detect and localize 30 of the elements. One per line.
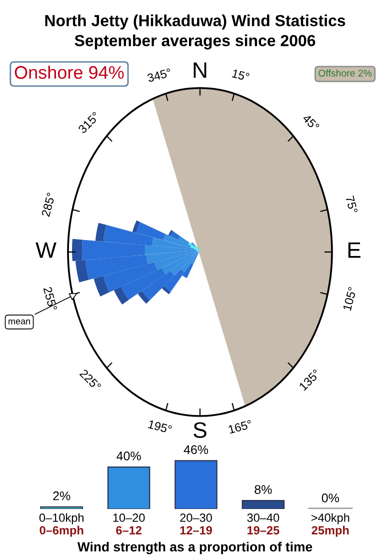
x-tick-label: 20–30 12–19 bbox=[180, 514, 212, 534]
x-tick-label: 0–10kph 0–6mph bbox=[39, 513, 84, 537]
x-tick-label: >40kph 25mph bbox=[311, 513, 350, 537]
x-tick-label: 30–40 19–25 bbox=[247, 514, 280, 534]
data-label: 46% bbox=[184, 445, 208, 454]
data-label: 0% bbox=[322, 494, 339, 502]
text: 195° bbox=[148, 420, 172, 434]
x-tick-label: 10–20 6–12 bbox=[113, 514, 145, 534]
text: 345° bbox=[146, 68, 172, 82]
text: 225° bbox=[79, 368, 102, 392]
text: 45° bbox=[302, 114, 320, 132]
text: Onshore 94% bbox=[14, 66, 124, 79]
text: N bbox=[194, 62, 206, 78]
data-label: 2% bbox=[53, 491, 70, 500]
text: 255° bbox=[43, 286, 58, 312]
text: E bbox=[348, 242, 360, 258]
text: Offshore 2% bbox=[318, 69, 372, 77]
text: 75° bbox=[345, 196, 358, 214]
x-axis-title: Wind strength as a proportion of time bbox=[77, 542, 312, 554]
text: September averages since 2006 bbox=[74, 34, 316, 50]
text: 15° bbox=[232, 69, 250, 82]
data-label: 8% bbox=[254, 485, 272, 494]
data-label: 40% bbox=[116, 452, 141, 460]
text: mean bbox=[8, 319, 30, 324]
text: 285° bbox=[41, 192, 56, 217]
text: W bbox=[36, 242, 56, 258]
text: North Jetty (Hikkaduwa) Wind Statistics bbox=[45, 14, 346, 30]
text: S bbox=[194, 422, 206, 438]
text: 165° bbox=[228, 420, 252, 434]
text: 105° bbox=[342, 286, 357, 311]
